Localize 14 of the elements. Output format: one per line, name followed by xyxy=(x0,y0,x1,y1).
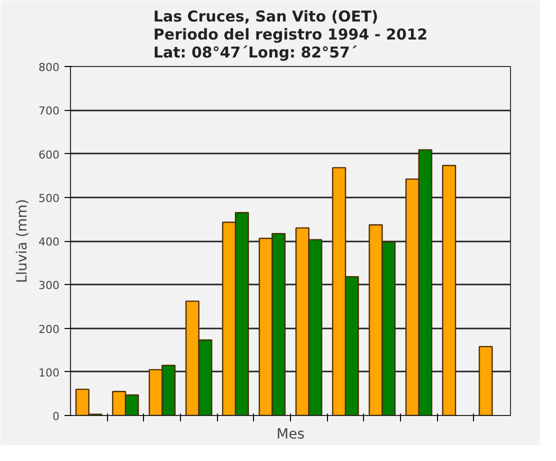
y-tick-label: 700 xyxy=(38,104,60,118)
y-tick-label: 600 xyxy=(38,148,60,162)
y-tick-label: 200 xyxy=(38,322,60,336)
y-tick-label: 500 xyxy=(38,192,60,205)
y-tick-label: 800 xyxy=(38,61,60,74)
y-tick-label: 400 xyxy=(38,236,60,248)
bar xyxy=(478,346,493,416)
x-axis-title: Mes xyxy=(276,426,305,442)
bar xyxy=(442,164,456,416)
y-tick-label: 0 xyxy=(52,410,60,423)
y-tick-label: 300 xyxy=(38,279,60,292)
y-tick-label: 100 xyxy=(38,366,60,380)
y-axis-title: Lluvia (mm) xyxy=(14,199,31,283)
chart-title: Las Cruces, San Vito (OET) Periodo del registro 1994 - 2012 Lat: 08°47´Long: 82°57´ xyxy=(153,8,428,62)
